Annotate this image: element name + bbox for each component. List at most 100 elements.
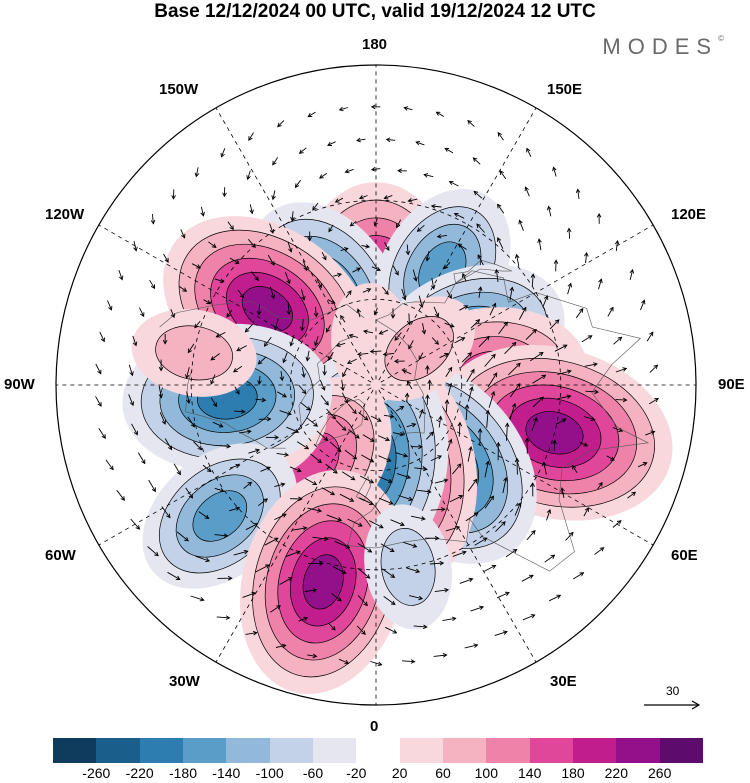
colorbar-tick-label: 180 (561, 765, 585, 781)
wind-vector (537, 238, 542, 251)
wind-vector (584, 362, 598, 367)
wind-vector (340, 314, 346, 323)
wind-vector (378, 476, 393, 483)
coastline (315, 399, 366, 446)
wind-vector (390, 308, 396, 319)
wind-vector (332, 566, 347, 574)
colorbar-tick-label: -140 (212, 765, 241, 781)
wind-vector (649, 364, 659, 373)
wind-vector (358, 195, 368, 200)
wind-vector (161, 506, 171, 519)
wind-vector (448, 180, 459, 187)
wind-vector (272, 157, 279, 166)
colorbar-tick-label: -220 (125, 765, 154, 781)
wind-vector (329, 441, 342, 453)
parallel (190, 199, 562, 571)
wind-vector (594, 547, 605, 555)
colorbar-swatch-7 (356, 738, 400, 763)
wind-vector (98, 428, 106, 439)
wind-vector (321, 487, 336, 496)
wind-vector (640, 299, 646, 311)
wind-vector (195, 555, 211, 563)
wind-vector (467, 478, 478, 492)
wind-vector (429, 560, 445, 566)
wind-vector (430, 204, 442, 209)
wind-vector (277, 120, 285, 128)
wind-vector (203, 299, 212, 305)
polar-stereographic-map (55, 64, 697, 706)
wind-vector (566, 227, 572, 239)
wind-vector (648, 398, 660, 405)
wind-vector (542, 461, 547, 475)
wind-vector (348, 333, 359, 339)
wind-vector (444, 147, 454, 154)
wind-vector (147, 546, 159, 557)
wind-vector (445, 525, 461, 532)
wind-vector (361, 244, 371, 249)
wind-vector (552, 166, 557, 177)
wind-vector (274, 482, 286, 488)
wind-vector (260, 466, 271, 472)
wind-vectors (95, 104, 660, 667)
colorbar-ticks: -260 -220 -180 -140 -100 -60 -20 20 60 100 140 180 2… (0, 765, 750, 783)
wind-vector (499, 170, 507, 180)
wind-vector (164, 438, 173, 451)
colorbar-swatch-10 (486, 738, 530, 763)
wind-vector (408, 340, 414, 350)
wind-vector (341, 471, 356, 481)
wind-vector (335, 420, 347, 431)
wind-vector (522, 614, 536, 621)
wind-vector (423, 173, 434, 178)
wind-vector (232, 365, 243, 373)
wind-vector (248, 448, 260, 454)
wind-vector (478, 335, 490, 348)
wind-vector (477, 428, 483, 446)
wind-vector (333, 272, 343, 278)
wind-vector (373, 307, 378, 316)
wind-vector (237, 289, 245, 299)
wind-vector (362, 329, 373, 335)
wind-vector (325, 463, 338, 474)
wind-vector (162, 333, 168, 345)
wind-vector (326, 514, 343, 522)
wind-vector (646, 331, 654, 342)
coastline (356, 475, 372, 502)
wind-vector (339, 493, 355, 502)
brand-logo: MODES© (602, 34, 724, 60)
wind-vector (352, 267, 361, 273)
colorbar-swatch-3 (182, 738, 227, 763)
wind-vector (359, 497, 374, 506)
wind-vector (525, 328, 537, 341)
wind-vector (425, 251, 430, 262)
wind-vector (257, 356, 267, 365)
wind-vector (289, 496, 303, 502)
wind-vector (597, 481, 603, 490)
anomaly-contour (384, 316, 454, 382)
wind-vector (553, 259, 559, 272)
wind-vector (186, 391, 191, 405)
wind-vector (557, 394, 572, 400)
wind-vector (529, 351, 544, 362)
wind-vector (484, 495, 495, 509)
wind-vector (489, 302, 497, 316)
wind-vector (613, 336, 623, 345)
wind-vector (430, 507, 446, 512)
wind-vector (467, 445, 473, 462)
wind-vector (459, 305, 469, 311)
wind-vector (327, 141, 336, 146)
wind-vector (340, 379, 345, 392)
wind-vector (526, 147, 532, 157)
wind-vector (472, 157, 481, 165)
wind-vector (269, 286, 276, 300)
wind-vector (287, 241, 293, 253)
wind-vector (504, 341, 517, 355)
wind-vector (302, 260, 308, 272)
wind-vector (497, 203, 505, 214)
colorbar-swatch-12 (572, 738, 617, 763)
wind-vector (466, 368, 475, 383)
wind-vector (443, 261, 451, 270)
wind-vector (378, 329, 389, 335)
wind-vector (248, 132, 254, 141)
wind-vector (629, 268, 635, 281)
wind-vector (502, 476, 508, 494)
